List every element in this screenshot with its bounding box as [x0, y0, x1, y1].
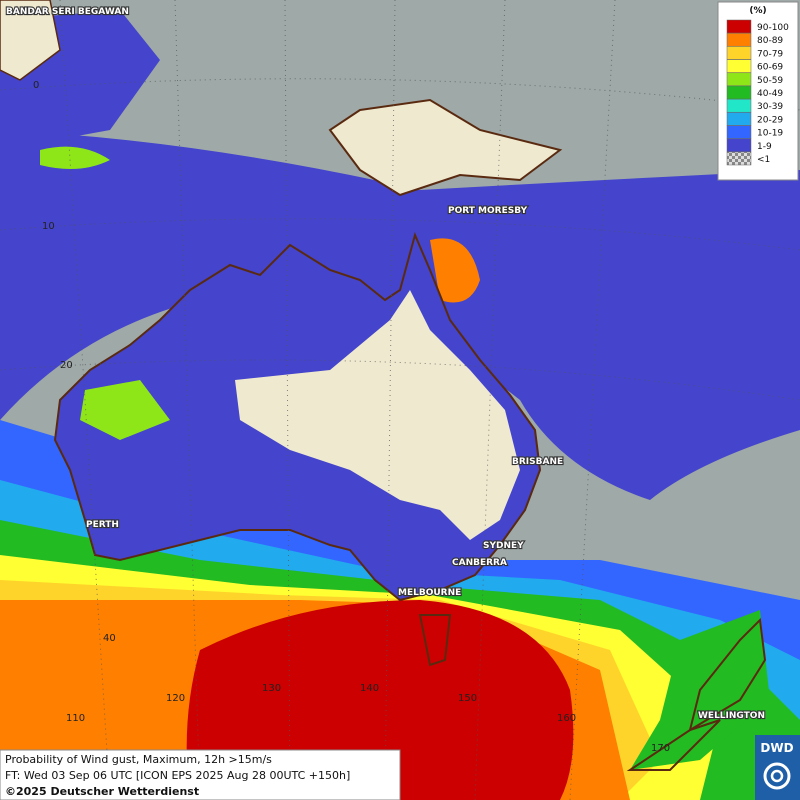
footer: Probability of Wind gust, Maximum, 12h >…: [0, 749, 401, 800]
footer-line: Probability of Wind gust, Maximum, 12h >…: [5, 753, 272, 766]
legend-swatch: [726, 112, 752, 126]
legend-label: 60-69: [757, 63, 783, 73]
legend-label: 10-19: [757, 129, 783, 139]
legend-swatch: [726, 85, 752, 100]
legend-swatch: [726, 32, 752, 47]
legend-label: 20-29: [757, 115, 783, 125]
footer-line: ©2025 Deutscher Wetterdienst: [5, 785, 199, 798]
legend-swatch: [726, 46, 752, 60]
graticule-label: 110: [66, 713, 85, 724]
city-label: MELBOURNE: [398, 588, 461, 598]
city-label: PERTH: [86, 520, 119, 530]
legend-label: 30-39: [757, 102, 783, 112]
legend-swatch: [726, 72, 752, 87]
logo: DWD: [755, 735, 800, 800]
footer-line: FT: Wed 03 Sep 06 UTC [ICON EPS 2025 Aug…: [5, 769, 350, 782]
legend-label: 80-89: [757, 36, 783, 46]
city-label: BRISBANE: [512, 457, 563, 467]
legend-swatch: [726, 59, 752, 73]
graticule-label: 160: [557, 713, 576, 724]
graticule-label: 150: [458, 693, 477, 704]
land: [0, 0, 767, 771]
graticule-label: 20: [60, 360, 73, 371]
legend-swatch: [726, 98, 752, 113]
graticule-label: 170: [651, 743, 670, 754]
labels: BANDAR SERI BEGAWAN PORT MORESBY BRISBANE P…: [5, 6, 766, 754]
legend-title: (%): [749, 6, 766, 16]
graticule-label: 0: [33, 80, 39, 91]
legend-label: 70-79: [757, 49, 783, 59]
graticule-label: 40: [103, 633, 116, 644]
legend-label: 90-100: [757, 23, 789, 33]
legend-swatch: [726, 125, 752, 139]
probability-field: [0, 10, 800, 800]
city-label: SYDNEY: [483, 541, 524, 551]
logo-text: DWD: [760, 741, 793, 755]
legend-swatch: [726, 19, 752, 34]
legend-label: 1-9: [757, 142, 772, 152]
city-label: BANDAR SERI BEGAWAN: [6, 7, 129, 17]
legend-label: 40-49: [757, 89, 783, 99]
city-label: CANBERRA: [452, 558, 507, 568]
city-label: WELLINGTON: [698, 711, 765, 721]
legend-label: 50-59: [757, 76, 783, 86]
graticule-label: 140: [360, 683, 379, 694]
graticule-label: 10: [42, 221, 55, 232]
legend-label: <1: [757, 155, 770, 165]
city-label: PORT MORESBY: [448, 206, 528, 216]
legend-swatch: [726, 151, 752, 166]
graticule-label: 120: [166, 693, 185, 704]
legend-swatch: [726, 138, 752, 153]
legend: (%) 90-100 80-89 70-79 60-69 50-59 40-49 30-39 2…: [717, 1, 799, 181]
graticule-label: 130: [262, 683, 281, 694]
